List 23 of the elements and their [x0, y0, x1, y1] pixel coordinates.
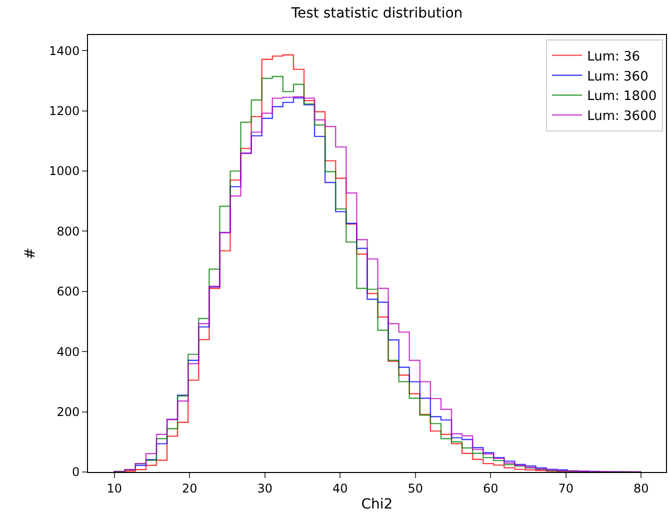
y-tick-label: 1200 [49, 104, 80, 118]
x-tick-label: 40 [332, 481, 348, 496]
x-tick-label: 20 [182, 481, 198, 496]
chart-title: Test statistic distribution [290, 6, 463, 22]
x-tick-label: 50 [408, 481, 424, 496]
y-axis-title: # [22, 248, 39, 260]
legend-label: Lum: 3600 [587, 109, 657, 124]
legend-label: Lum: 1800 [587, 89, 657, 104]
legend-label: Lum: 360 [587, 69, 648, 84]
y-tick-label: 0 [72, 465, 80, 480]
y-tick-label: 400 [56, 344, 80, 359]
y-tick-label: 800 [56, 224, 80, 238]
y-tick-label: 1000 [49, 164, 80, 178]
x-tick-label: 60 [483, 481, 498, 496]
x-tick-label: 80 [634, 481, 649, 496]
x-axis-title: Chi2 [361, 496, 393, 513]
x-tick-label: 30 [257, 481, 272, 496]
legend-label: Lum: 36 [587, 49, 640, 64]
y-tick-label: 200 [56, 405, 80, 420]
x-tick-label: 70 [558, 481, 574, 496]
y-tick-label: 1400 [49, 44, 80, 58]
x-tick-label: 10 [106, 481, 122, 496]
y-tick-label: 600 [56, 284, 80, 299]
